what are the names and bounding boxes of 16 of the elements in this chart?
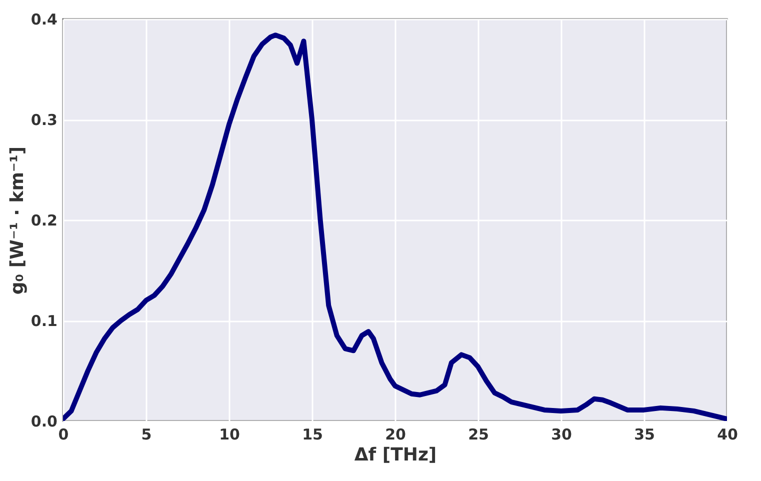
x-tick-label: 40 <box>717 426 738 444</box>
y-tick-label: 0.0 <box>30 412 58 430</box>
x-tick-label: 20 <box>385 426 406 444</box>
y-tick-label: 0.2 <box>30 212 58 230</box>
y-tick-label: 0.1 <box>30 312 58 330</box>
x-tick-label: 35 <box>634 426 655 444</box>
x-tick-label: 10 <box>219 426 240 444</box>
y-tick-label: 0.4 <box>30 10 58 28</box>
x-tick-label: 0 <box>58 426 69 444</box>
x-axis-title: Δf [THz] <box>354 444 437 466</box>
x-tick-label: 15 <box>302 426 323 444</box>
y-axis-title: g₀ [W⁻¹ · km⁻¹] <box>6 146 28 295</box>
x-tick-label: 25 <box>468 426 489 444</box>
y-tick-label: 0.3 <box>30 111 58 129</box>
x-tick-label: 5 <box>141 426 152 444</box>
x-tick-label: 30 <box>551 426 572 444</box>
